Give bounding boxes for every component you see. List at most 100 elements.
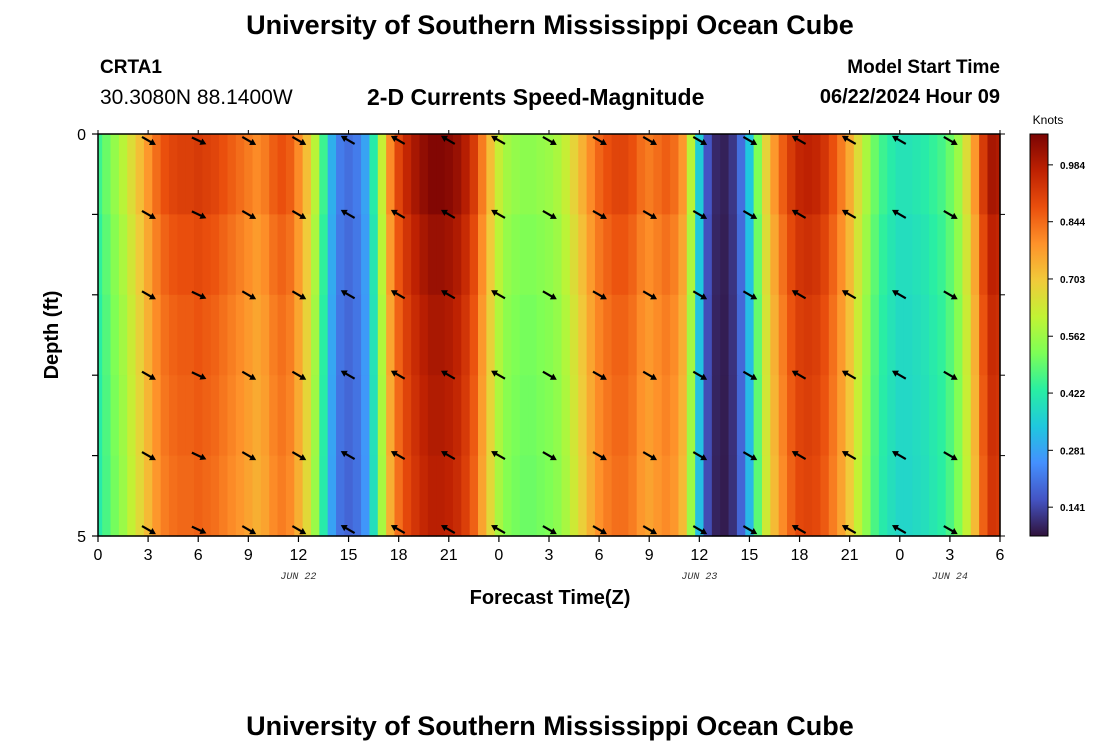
- x-tick-label: 0: [494, 547, 503, 564]
- vector-arrow-head: [148, 454, 156, 461]
- heatmap-cell: [452, 214, 462, 296]
- vector-arrow-head: [891, 135, 899, 142]
- vector-arrow-head: [599, 373, 607, 380]
- heatmap-cell: [686, 214, 696, 296]
- heatmap-cell: [929, 134, 938, 215]
- heatmap-cell: [761, 455, 771, 537]
- heatmap-cell: [670, 294, 680, 376]
- heatmap-cell: [828, 455, 838, 537]
- heatmap-cell: [503, 375, 513, 457]
- heatmap-cell: [929, 455, 938, 537]
- vector-arrow-head: [491, 290, 499, 297]
- heatmap-cell: [862, 375, 872, 457]
- heatmap-cell: [260, 214, 270, 296]
- heatmap-cell: [377, 294, 387, 376]
- heatmap-cell: [745, 134, 755, 215]
- heatmap-cell: [586, 455, 596, 537]
- heatmap-cell: [478, 294, 487, 376]
- vector-arrow-head: [299, 528, 307, 535]
- heatmap-cell: [344, 294, 354, 376]
- heatmap-cell: [753, 134, 763, 215]
- heatmap-cell: [845, 455, 855, 537]
- heatmap-cell: [377, 134, 387, 215]
- heatmap-cell: [954, 455, 964, 537]
- heatmap-cell: [194, 294, 203, 376]
- heatmap-cell: [469, 455, 479, 537]
- heatmap-cell: [344, 214, 354, 296]
- heatmap-cell: [544, 375, 554, 457]
- heatmap-cell: [945, 294, 955, 376]
- vector-arrow-head: [440, 290, 448, 297]
- heatmap-cell: [828, 294, 838, 376]
- heatmap-cell: [686, 375, 696, 457]
- heatmap-cell: [787, 134, 796, 215]
- heatmap-cell: [653, 375, 663, 457]
- heatmap-cell: [920, 134, 930, 215]
- vector-arrow-head: [440, 525, 448, 532]
- heatmap-cell: [561, 134, 571, 215]
- heatmap-cell: [219, 294, 229, 376]
- heatmap-cell: [887, 375, 897, 457]
- heatmap-cell: [778, 375, 788, 457]
- heatmap-cell: [803, 134, 813, 215]
- heatmap-cell: [937, 455, 947, 537]
- heatmap-cell: [970, 294, 980, 376]
- vector-arrow-head: [390, 135, 398, 142]
- heatmap-cell: [887, 214, 897, 296]
- heatmap-cell: [703, 294, 713, 376]
- heatmap-cell: [845, 134, 855, 215]
- vector-arrow-head: [841, 451, 849, 458]
- heatmap-cell: [452, 134, 462, 215]
- heatmap-cell: [987, 294, 997, 376]
- heatmap-cell: [611, 134, 621, 215]
- heatmap-cell: [703, 214, 713, 296]
- heatmap-cell: [394, 134, 404, 215]
- heatmap-cell: [736, 455, 746, 537]
- heatmap-cell: [828, 134, 838, 215]
- heatmap-cell: [386, 134, 396, 215]
- heatmap-cell: [219, 214, 229, 296]
- heatmap-cell: [277, 375, 287, 457]
- vector-arrow-head: [599, 138, 607, 145]
- heatmap-cell: [260, 375, 270, 457]
- heatmap-cell: [870, 294, 880, 376]
- heatmap-cell: [210, 134, 220, 215]
- heatmap-cell: [486, 294, 496, 376]
- vector-arrow-head: [950, 528, 958, 535]
- heatmap-cell: [352, 214, 362, 296]
- heatmap-cell: [185, 214, 195, 296]
- heatmap-cell: [812, 455, 822, 537]
- heatmap-cell: [878, 294, 888, 376]
- heatmap-cell: [636, 294, 646, 376]
- heatmap-cell: [160, 214, 170, 296]
- heatmap-cell: [678, 294, 688, 376]
- heatmap-cell: [803, 375, 813, 457]
- heatmap-cell: [970, 214, 980, 296]
- heatmap-cell: [544, 134, 554, 215]
- heatmap-cell: [352, 134, 362, 215]
- heatmap-cell: [828, 214, 838, 296]
- heatmap-cell: [110, 214, 120, 296]
- heatmap-cell: [98, 214, 103, 296]
- heatmap-cell: [336, 294, 345, 376]
- heatmap-cell: [143, 375, 153, 457]
- vector-arrow-head: [390, 451, 398, 458]
- heatmap-cell: [310, 294, 320, 376]
- heatmap-cell: [619, 214, 629, 296]
- heatmap-cell: [962, 294, 972, 376]
- heatmap-cell: [970, 375, 980, 457]
- heatmap-cell: [152, 375, 162, 457]
- heatmap-cell: [185, 294, 195, 376]
- heatmap-cell: [912, 214, 922, 296]
- heatmap-cell: [753, 214, 763, 296]
- heatmap-cell: [260, 455, 270, 537]
- heatmap-cell: [795, 455, 805, 537]
- heatmap-cell: [427, 134, 437, 215]
- heatmap-cell: [753, 294, 763, 376]
- vector-arrow-head: [750, 454, 758, 461]
- heatmap-cell: [344, 455, 354, 537]
- heatmap-cell: [987, 214, 997, 296]
- heatmap-cell: [845, 375, 855, 457]
- heatmap-cell: [135, 294, 145, 376]
- heatmap-cell: [436, 375, 446, 457]
